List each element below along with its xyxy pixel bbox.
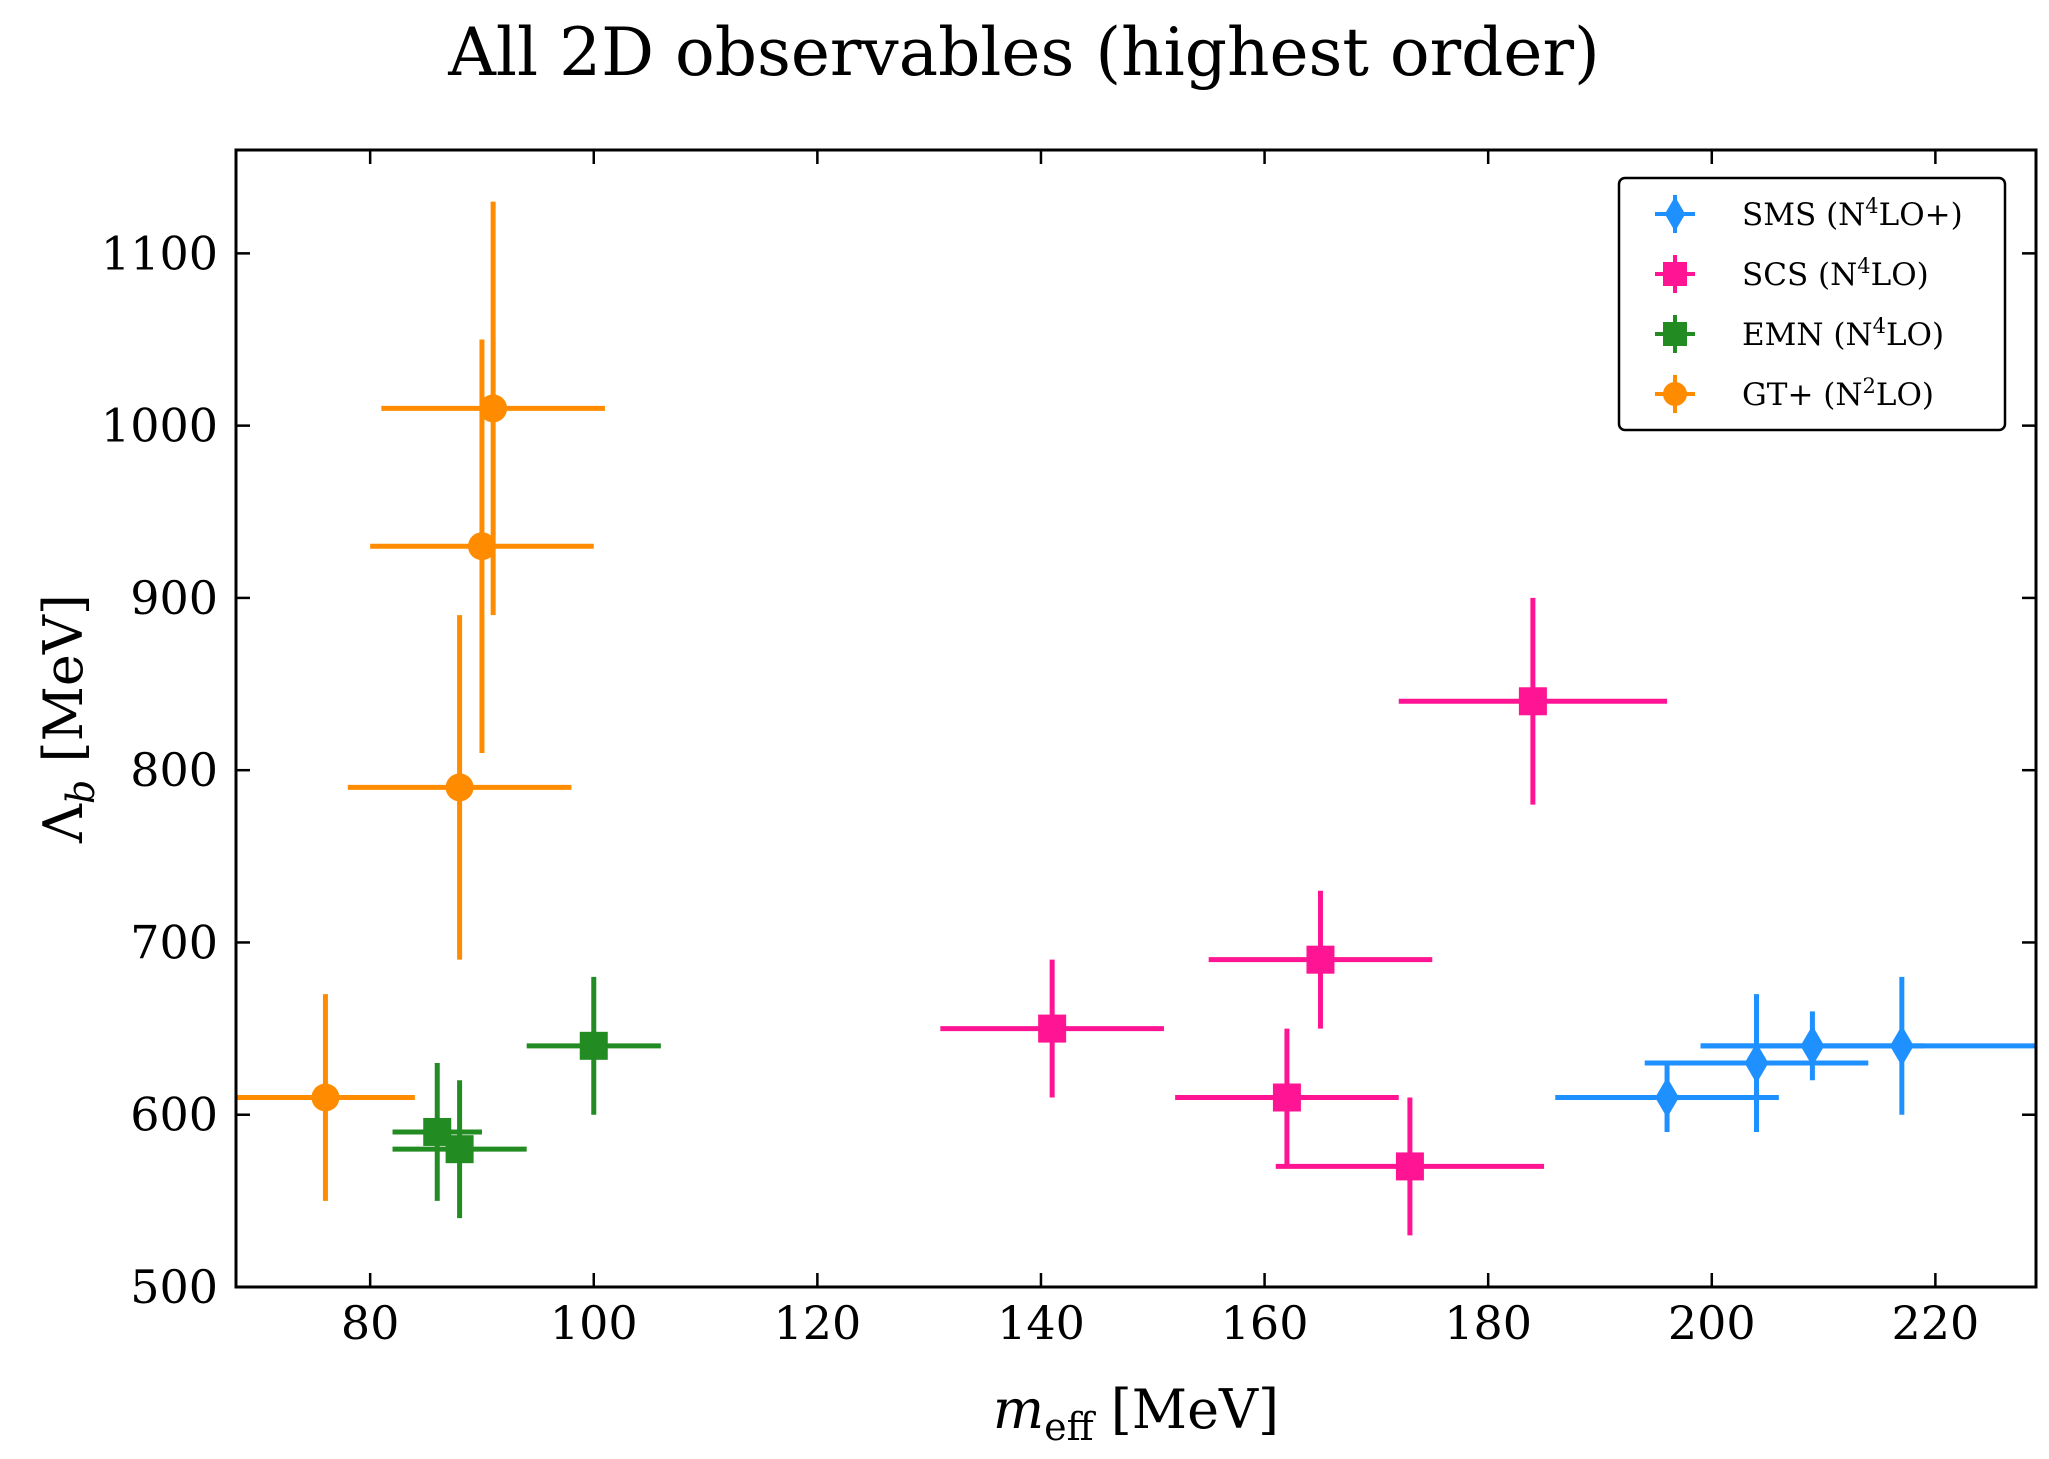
x-tick-label: 140 xyxy=(997,1296,1085,1350)
square-marker xyxy=(1395,1152,1424,1181)
x-tick-label: 220 xyxy=(1891,1296,1979,1350)
legend-marker xyxy=(1663,262,1687,286)
gt-n2lo-point-1 xyxy=(236,994,415,1201)
square-marker xyxy=(1272,1083,1301,1112)
emn-n4lo-point-1 xyxy=(392,1063,482,1201)
gt-n2lo-point-4 xyxy=(381,201,605,616)
diamond-marker xyxy=(1655,1077,1679,1118)
legend-label: GT+ (N2LO) xyxy=(1742,374,1934,413)
legend-box xyxy=(1617,176,2007,432)
square-marker xyxy=(579,1031,608,1060)
square-marker xyxy=(445,1135,474,1164)
axis-ticks: 80 100 120 140 160 180 200 220 500 600 700 800 900 10… xyxy=(101,150,2036,1350)
square-marker xyxy=(1306,945,1335,974)
legend-marker xyxy=(1663,322,1687,346)
circle-marker xyxy=(445,773,474,802)
square-marker xyxy=(1038,1014,1067,1043)
scs-n4lo-point-4 xyxy=(1275,1097,1545,1236)
legend: SMS (N4LO+) SCS (N4LO) EMN (N4LO) GT+ (N2LO… xyxy=(1617,176,2007,432)
y-tick-label: 1100 xyxy=(101,226,218,280)
square-marker xyxy=(1518,687,1547,716)
legend-entry-gt-n2lo: GT+ (N2LO) xyxy=(1655,374,1934,413)
y-tick-label: 500 xyxy=(130,1260,218,1314)
y-tick-label: 800 xyxy=(130,743,218,797)
legend-marker xyxy=(1664,196,1686,232)
circle-marker xyxy=(479,394,508,423)
scs-n4lo-point-2 xyxy=(1208,890,1433,1029)
diamond-marker xyxy=(1744,1042,1769,1084)
legend-label: SMS (N4LO+) xyxy=(1742,194,1963,233)
sms-n4lo-point-4 xyxy=(1700,976,2036,1115)
legend-label: SCS (N4LO) xyxy=(1742,254,1929,293)
x-tick-label: 100 xyxy=(550,1296,638,1350)
x-tick-label: 160 xyxy=(1221,1296,1309,1350)
chart-title: All 2D observables (highest order) xyxy=(447,14,1600,91)
sms-n4lo-point-2 xyxy=(1644,994,1869,1132)
plot-frame xyxy=(234,148,2038,1289)
legend-entry-emn-n4lo: EMN (N4LO) xyxy=(1655,314,1944,353)
y-tick-label: 1000 xyxy=(101,399,218,453)
legend-entry-sms-n4lo: SMS (N4LO+) xyxy=(1655,194,1963,233)
scs-n4lo-point-3 xyxy=(1175,1028,1399,1167)
x-tick-label: 180 xyxy=(1444,1296,1532,1350)
data-marks xyxy=(236,201,2036,1236)
diamond-marker xyxy=(1889,1025,1914,1067)
y-tick-label: 900 xyxy=(130,571,218,625)
circle-marker xyxy=(467,532,496,561)
x-axis-label: meff [MeV] xyxy=(993,1378,1279,1449)
emn-n4lo-point-2 xyxy=(392,1080,527,1219)
emn-n4lo-point-3 xyxy=(526,976,661,1115)
x-tick-label: 200 xyxy=(1668,1296,1756,1350)
scs-n4lo-point-1 xyxy=(940,959,1164,1098)
scs-n4lo-point-5 xyxy=(1398,597,1668,805)
circle-marker xyxy=(311,1083,340,1112)
y-tick-label: 700 xyxy=(130,915,218,969)
y-axis-label: Λb [MeV] xyxy=(32,594,103,844)
gt-n2lo-point-2 xyxy=(347,615,572,960)
legend-entry-scs-n4lo: SCS (N4LO) xyxy=(1655,254,1929,293)
legend-marker xyxy=(1663,382,1687,406)
x-tick-label: 80 xyxy=(341,1296,400,1350)
y-tick-label: 600 xyxy=(130,1088,218,1142)
x-tick-label: 120 xyxy=(773,1296,861,1350)
sms-n4lo-point-1 xyxy=(1555,1063,1779,1132)
legend-label: EMN (N4LO) xyxy=(1742,314,1944,353)
